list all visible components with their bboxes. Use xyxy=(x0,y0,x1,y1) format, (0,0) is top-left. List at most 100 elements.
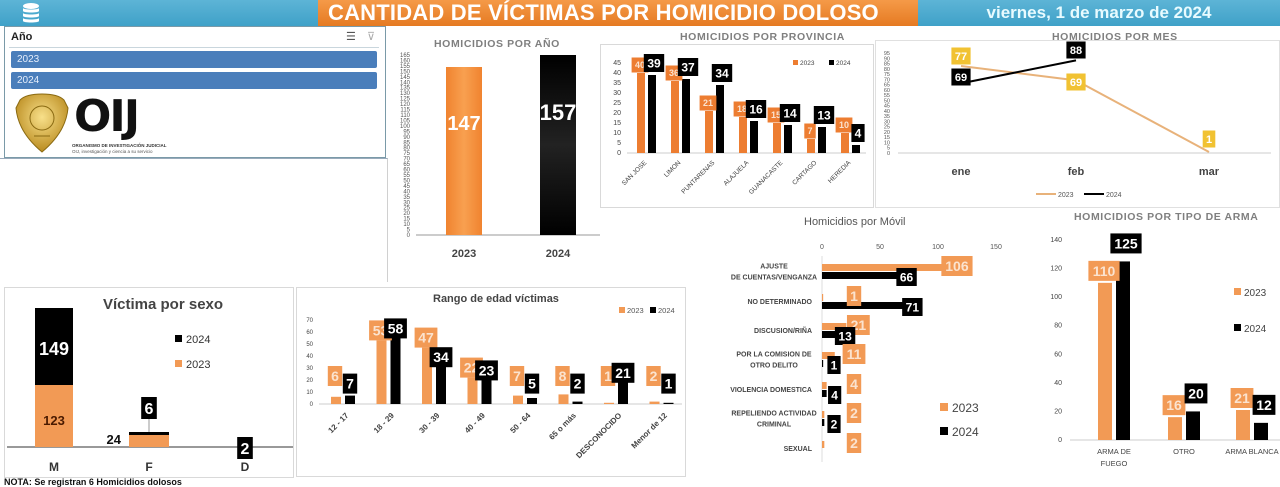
svg-text:25: 25 xyxy=(613,100,621,107)
svg-text:SAN JOSE: SAN JOSE xyxy=(621,159,649,187)
svg-text:35: 35 xyxy=(403,195,410,201)
empty-panel xyxy=(0,158,388,282)
svg-text:105: 105 xyxy=(400,118,411,124)
svg-text:30: 30 xyxy=(306,366,313,372)
chart-por-provincia: 0 5 10 15 20 25 30 35 40 45 40 39 SAN JOSE 36 37 LIMON 2… xyxy=(600,44,874,208)
svg-text:66: 66 xyxy=(900,270,914,284)
svg-text:80: 80 xyxy=(403,146,410,152)
svg-text:POR LA COMISION DE: POR LA COMISION DE xyxy=(736,352,812,359)
svg-text:0: 0 xyxy=(617,150,621,157)
svg-text:35: 35 xyxy=(613,80,621,87)
svg-text:10: 10 xyxy=(403,222,410,228)
svg-text:2: 2 xyxy=(650,368,658,384)
svg-text:18 - 29: 18 - 29 xyxy=(372,411,396,435)
svg-text:15: 15 xyxy=(403,217,410,223)
svg-text:75: 75 xyxy=(403,151,410,157)
svg-text:OTRO: OTRO xyxy=(1173,447,1195,456)
svg-text:85: 85 xyxy=(403,140,410,146)
svg-text:120: 120 xyxy=(400,102,411,108)
svg-text:149: 149 xyxy=(39,339,69,359)
svg-text:DE CUENTAS/VENGANZA: DE CUENTAS/VENGANZA xyxy=(731,275,817,282)
chart-por-anio-plot: 0510152025303540455055606570758085909510… xyxy=(400,53,600,260)
svg-text:150: 150 xyxy=(990,244,1002,251)
svg-text:120: 120 xyxy=(1050,266,1062,273)
svg-text:13: 13 xyxy=(838,329,852,343)
svg-text:34: 34 xyxy=(433,349,449,365)
report-date: viernes, 1 de marzo de 2024 xyxy=(918,0,1280,26)
svg-text:M: M xyxy=(49,460,59,474)
svg-text:125: 125 xyxy=(1114,235,1138,251)
svg-text:2023: 2023 xyxy=(452,248,476,260)
svg-text:11: 11 xyxy=(847,346,862,362)
svg-text:FUEGO: FUEGO xyxy=(1101,459,1128,468)
svg-text:21: 21 xyxy=(615,365,631,381)
svg-text:20: 20 xyxy=(613,110,621,117)
svg-text:NO DETERMINADO: NO DETERMINADO xyxy=(747,299,812,306)
svg-text:30: 30 xyxy=(884,119,890,125)
chart-mes-title: HOMICIDIOS POR MES xyxy=(1052,31,1178,43)
svg-text:77: 77 xyxy=(955,51,967,63)
svg-text:40: 40 xyxy=(884,109,890,115)
svg-text:18: 18 xyxy=(737,104,747,114)
svg-text:24: 24 xyxy=(107,432,122,447)
svg-text:70: 70 xyxy=(884,77,890,83)
svg-text:20: 20 xyxy=(306,378,313,384)
svg-text:2024: 2024 xyxy=(658,306,675,315)
svg-text:37: 37 xyxy=(681,60,695,74)
svg-text:0: 0 xyxy=(1058,437,1062,444)
svg-text:2: 2 xyxy=(850,435,858,451)
svg-text:REPELIENDO ACTIVIDAD: REPELIENDO ACTIVIDAD xyxy=(731,411,816,418)
svg-text:60: 60 xyxy=(884,88,890,94)
slicer-item-2024[interactable]: 2024 xyxy=(11,72,377,89)
svg-text:mar: mar xyxy=(1199,166,1220,178)
svg-text:10: 10 xyxy=(884,140,890,146)
svg-text:8: 8 xyxy=(559,368,567,384)
svg-text:2024: 2024 xyxy=(1244,324,1267,335)
logo-tagline: OIJ, investigación y ciencia a su servic… xyxy=(72,149,153,154)
multi-select-icon[interactable]: ☰ xyxy=(346,31,356,43)
svg-text:70: 70 xyxy=(403,157,410,163)
svg-text:4: 4 xyxy=(855,126,862,140)
svg-text:10: 10 xyxy=(839,120,849,130)
svg-text:65: 65 xyxy=(884,83,890,89)
svg-text:DESCONOCIDO: DESCONOCIDO xyxy=(574,411,623,460)
svg-text:10: 10 xyxy=(613,130,621,137)
svg-text:VIOLENCIA DOMESTICA: VIOLENCIA DOMESTICA xyxy=(730,387,812,394)
oij-logo: OIJ ORGANISMO DE INVESTIGACIÓN JUDICIAL … xyxy=(14,92,174,156)
svg-text:80: 80 xyxy=(1054,323,1062,330)
svg-text:GUANACASTE: GUANACASTE xyxy=(748,159,785,196)
svg-text:20: 20 xyxy=(1188,385,1204,401)
slicer-item-2023[interactable]: 2023 xyxy=(11,51,377,68)
svg-text:AJUSTE: AJUSTE xyxy=(760,264,788,271)
svg-text:60: 60 xyxy=(306,330,313,336)
svg-text:23: 23 xyxy=(479,362,495,378)
svg-text:50: 50 xyxy=(403,178,410,184)
svg-text:145: 145 xyxy=(400,75,411,81)
chart-sexo-plot: 123 149 6 24 2 M F D 2024 2023 xyxy=(7,308,293,474)
chart-por-mes: 0 5 10 15 20 25 30 35 40 45 50 55 60 65 70 75 80 85 90 95 en… xyxy=(875,40,1280,208)
svg-text:0: 0 xyxy=(820,244,824,251)
svg-text:4: 4 xyxy=(831,388,838,402)
svg-text:100: 100 xyxy=(932,244,944,251)
svg-text:7: 7 xyxy=(513,368,521,384)
svg-text:HEREDIA: HEREDIA xyxy=(827,159,853,185)
svg-text:D: D xyxy=(241,460,250,474)
svg-text:36: 36 xyxy=(669,68,679,78)
svg-text:150: 150 xyxy=(400,69,411,75)
svg-text:14: 14 xyxy=(783,106,797,120)
svg-text:35: 35 xyxy=(884,114,890,120)
svg-text:6: 6 xyxy=(145,401,154,418)
oij-badge-icon xyxy=(15,93,69,153)
svg-text:155: 155 xyxy=(400,64,411,70)
svg-text:0: 0 xyxy=(887,151,890,157)
svg-text:80: 80 xyxy=(884,67,890,73)
svg-text:4: 4 xyxy=(850,376,858,392)
svg-text:LIMON: LIMON xyxy=(663,159,683,179)
svg-text:ene: ene xyxy=(952,166,971,178)
svg-text:110: 110 xyxy=(400,113,410,119)
svg-text:12 - 17: 12 - 17 xyxy=(326,411,350,435)
svg-text:34: 34 xyxy=(715,66,729,80)
svg-text:50 - 64: 50 - 64 xyxy=(508,411,532,435)
clear-filter-icon[interactable]: ⊽ xyxy=(366,31,375,43)
